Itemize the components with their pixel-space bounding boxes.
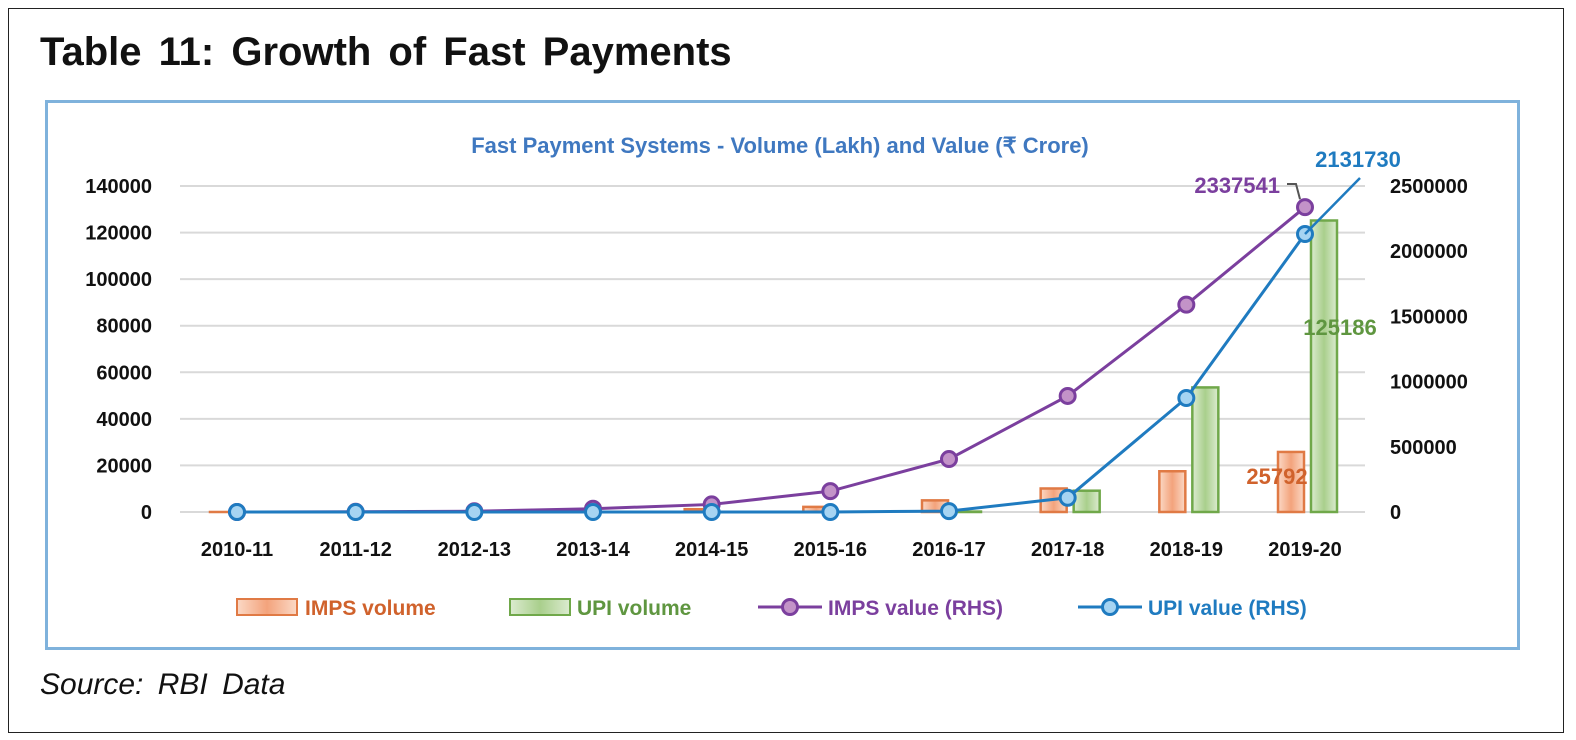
y-right-tick-label: 1000000 — [1390, 372, 1468, 394]
x-tick-label: 2010-11 — [201, 539, 273, 561]
legend-label: UPI volume — [577, 597, 691, 620]
x-tick-label: 2016-17 — [912, 539, 985, 561]
y-left-tick-label: 0 — [141, 502, 152, 524]
data-label-imps-volume: 25792 — [1246, 464, 1307, 489]
legend-marker-upi-value — [1101, 598, 1119, 616]
page-frame — [8, 8, 1564, 733]
y-right-tick-label: 2500000 — [1390, 176, 1468, 198]
y-right-tick-label: 0 — [1390, 502, 1401, 524]
marker-imps-value — [940, 450, 958, 469]
x-tick-label: 2013-14 — [556, 539, 630, 561]
x-tick-label: 2012-13 — [438, 539, 511, 561]
y-left-tick-label: 100000 — [85, 269, 152, 291]
x-tick-label: 2011-12 — [320, 539, 392, 561]
y-left-tick-label: 60000 — [96, 362, 152, 384]
x-tick-label: 2014-15 — [675, 539, 748, 561]
legend-label: UPI value (RHS) — [1148, 597, 1307, 620]
page-title: Table 11: Growth of Fast Payments — [40, 30, 732, 74]
bar-upi-volume — [1309, 219, 1339, 514]
y-right-tick-label: 2000000 — [1390, 241, 1468, 263]
legend-label: IMPS volume — [305, 597, 436, 620]
data-label-upi-value: 2131730 — [1315, 147, 1401, 172]
bar-upi-volume — [1191, 386, 1220, 514]
marker-upi-value — [940, 502, 958, 521]
marker-upi-value — [465, 503, 484, 521]
bar-upi-volume — [1072, 489, 1101, 514]
x-tick-label: 2015-16 — [794, 539, 867, 561]
marker-imps-value — [1296, 198, 1314, 217]
leader-line — [1304, 177, 1361, 235]
marker-upi-value — [584, 503, 602, 521]
y-left-tick-label: 20000 — [96, 455, 152, 477]
legend-label: IMPS value (RHS) — [828, 597, 1003, 620]
y-left-tick-label: 140000 — [85, 176, 152, 198]
marker-upi-value — [702, 503, 721, 521]
x-tick-label: 2019-20 — [1268, 539, 1341, 561]
legend-swatch-imps-volume — [236, 598, 298, 616]
legend-marker-imps-value — [781, 598, 799, 616]
marker-imps-value — [821, 482, 840, 501]
bar-imps-volume — [1276, 450, 1306, 514]
bar-imps-volume — [1158, 470, 1187, 514]
marker-upi-value — [346, 503, 365, 521]
y-left-tick-label: 120000 — [85, 223, 152, 245]
line-upi-value--rhs- — [237, 233, 1307, 514]
marker-upi-value — [1058, 488, 1077, 507]
chart-title: Fast Payment Systems - Volume (Lakh) and… — [471, 133, 1089, 158]
y-right-tick-label: 500000 — [1390, 437, 1457, 459]
y-left-tick-label: 80000 — [96, 316, 152, 338]
leader-line — [1287, 183, 1301, 200]
x-tick-label: 2017-18 — [1031, 539, 1104, 561]
data-label-upi-volume: 125186 — [1303, 315, 1376, 340]
y-right-tick-label: 1500000 — [1390, 306, 1468, 328]
y-left-tick-label: 40000 — [96, 409, 152, 431]
legend-swatch-upi-volume — [509, 598, 571, 616]
marker-upi-value — [228, 503, 246, 521]
marker-imps-value — [1058, 386, 1077, 405]
marker-upi-value — [821, 503, 840, 521]
x-tick-label: 2018-19 — [1150, 539, 1223, 561]
marker-upi-value — [1177, 389, 1196, 408]
marker-imps-value — [1177, 295, 1196, 314]
chart-container — [45, 100, 1520, 650]
source-note: Source: RBI Data — [40, 668, 286, 701]
data-label-imps-value: 2337541 — [1194, 173, 1280, 198]
